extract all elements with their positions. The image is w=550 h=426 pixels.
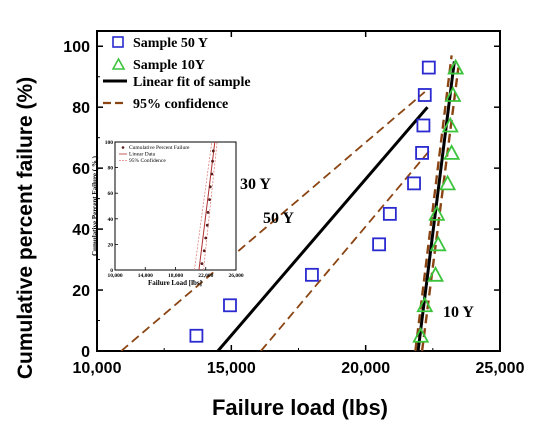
- y-tick-labels: 0 20 40 60 80 100: [63, 39, 90, 361]
- inset-point: [206, 211, 210, 214]
- point-sample-50y: [421, 60, 436, 75]
- inset-frame: [114, 141, 237, 271]
- annotation-50y: 50 Y: [263, 210, 294, 227]
- confidence-line-50y-lower: [260, 149, 431, 351]
- inset-y-tick-label: 80: [108, 166, 114, 172]
- inset-point: [204, 236, 208, 240]
- point-sample-10y: [412, 326, 430, 343]
- inset-y-tick-label: 100: [105, 140, 114, 146]
- point-sample-10y: [444, 86, 462, 102]
- inset-point: [210, 172, 214, 176]
- inset-legend-label: 95% Confidence: [129, 157, 166, 164]
- inset-chart: 10,000 14,000 18,000 22,000 26,000 0 20 40 60 80 1…: [91, 140, 244, 287]
- inset-point: [200, 262, 204, 265]
- inset-y-tick-label: 40: [108, 217, 114, 223]
- inset-ci-lower: [203, 142, 218, 270]
- inset-point: [205, 223, 209, 227]
- x-tick-label: 15,000: [207, 360, 256, 377]
- point-sample-50y: [189, 328, 204, 343]
- data-markers: [189, 58, 465, 343]
- inset-ci-upper: [194, 142, 213, 270]
- point-sample-50y: [415, 146, 429, 160]
- inset-legend-dot-icon: [121, 146, 125, 149]
- x-tick-label: 25,000: [476, 360, 525, 377]
- point-sample-10y: [447, 58, 465, 75]
- point-sample-50y: [223, 298, 237, 313]
- inset-points: [200, 149, 215, 265]
- inset-fit-line: [198, 142, 216, 270]
- annotation-30y: 30 Y: [240, 176, 271, 193]
- inset-y-tick-label: 20: [108, 242, 114, 248]
- inset-legend-label: Linear Data: [129, 152, 156, 158]
- annotation-10y: 10 Y: [443, 304, 474, 321]
- fit-line-50y: [216, 106, 429, 351]
- inset-y-axis-title: Cumulative Percent Failure ( % ): [91, 155, 99, 256]
- inset-ticks: 10,000 14,000 18,000 22,000 26,000 0 20 40 60 80 1…: [105, 140, 244, 279]
- inset-y-tick-label: 0: [110, 268, 113, 274]
- point-sample-50y: [305, 267, 319, 282]
- x-tick-label: 10,000: [73, 360, 122, 377]
- point-sample-50y: [416, 118, 431, 133]
- point-sample-50y: [407, 176, 421, 191]
- inset-x-tick-label: 18,000: [168, 273, 183, 279]
- point-sample-10y: [427, 265, 445, 282]
- legend-triangle-icon: [111, 57, 126, 70]
- inset-x-tick-label: 26,000: [228, 273, 243, 279]
- point-sample-50y: [417, 88, 432, 102]
- confidence-line-50y-upper: [120, 91, 426, 351]
- point-sample-50y: [372, 237, 387, 252]
- y-tick-label: 40: [72, 222, 90, 239]
- inset-legend-label: Cumulative Percent Failure: [129, 145, 190, 151]
- inset-point: [211, 159, 214, 163]
- legend-label-linear-fit: Linear fit of sample: [133, 75, 251, 90]
- point-sample-10y: [443, 144, 461, 160]
- inset-x-tick-label: 22,000: [198, 273, 213, 279]
- legend-label-sample-50y: Sample 50 Y: [133, 36, 208, 51]
- point-sample-10y: [429, 235, 447, 252]
- inset-x-tick-label: 10,000: [107, 273, 122, 279]
- x-tick-label: 20,000: [341, 360, 390, 377]
- legend-label-sample-10y: Sample 10Y: [133, 58, 205, 73]
- inset-x-tick-label: 14,000: [138, 273, 153, 279]
- x-tick-labels: 10,000 15,000 20,000 25,000: [73, 360, 525, 377]
- x-axis-title: Failure load (lbs): [212, 395, 388, 420]
- inset-point: [208, 198, 211, 202]
- y-axis-title: Cumulative percent failure (%): [14, 77, 37, 379]
- inset-point: [211, 149, 215, 153]
- inset-point: [208, 185, 212, 189]
- legend: Sample 50 Y Sample 10Y Linear fit of sam…: [103, 36, 251, 112]
- inset-y-tick-label: 60: [108, 191, 114, 197]
- point-sample-10y: [441, 116, 459, 133]
- point-sample-50y: [382, 206, 397, 221]
- point-sample-10y: [439, 174, 457, 191]
- inset-x-axis-title: Failure Load [lbs]: [148, 279, 202, 287]
- axis-ticks: [96, 31, 501, 352]
- y-tick-label: 100: [63, 39, 90, 56]
- y-tick-label: 60: [72, 161, 90, 178]
- legend-square-icon: [112, 36, 124, 48]
- inset-lines: [194, 142, 218, 270]
- y-tick-label: 20: [72, 283, 90, 300]
- y-tick-label: 0: [81, 344, 90, 361]
- y-tick-label: 80: [72, 100, 90, 117]
- point-sample-10y: [416, 296, 434, 313]
- confidence-line-10y-upper: [414, 55, 453, 351]
- legend-label-confidence: 95% confidence: [133, 97, 228, 112]
- point-sample-10y: [428, 204, 446, 221]
- inset-point: [202, 249, 206, 253]
